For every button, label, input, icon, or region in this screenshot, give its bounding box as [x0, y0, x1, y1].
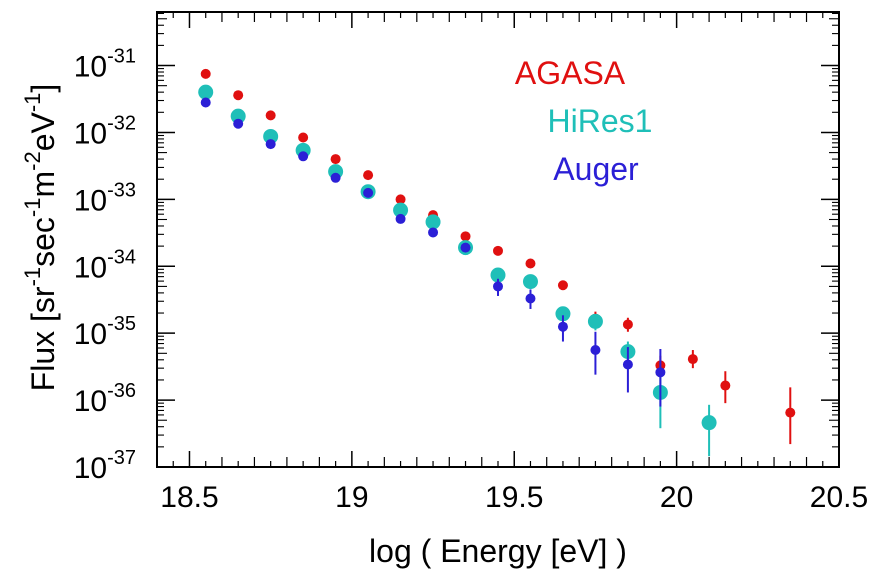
data-point-auger	[493, 281, 503, 292]
data-point-auger	[622, 359, 633, 370]
legend: AGASA HiRes1 Auger	[515, 55, 653, 187]
data-point-auger	[265, 139, 276, 150]
data-points	[198, 68, 796, 457]
data-point-hires1	[490, 267, 506, 283]
y-tick-label: 10-34	[74, 246, 136, 284]
data-point-auger	[200, 97, 211, 108]
data-point-auger	[298, 151, 309, 162]
legend-entry-hires1: HiRes1	[548, 103, 653, 139]
x-tick-label: 20.5	[810, 481, 868, 514]
x-axis-title: log ( Energy [eV] )	[369, 533, 627, 569]
axes: log ( Energy [eV] ) Flux [sr-1sec-1m-2eV-…	[20, 84, 627, 569]
y-tick-label: 10-32	[74, 112, 136, 150]
data-point-agasa	[622, 319, 633, 330]
data-point-agasa	[395, 194, 406, 205]
data-point-auger	[233, 118, 244, 129]
data-point-hires1	[555, 306, 571, 322]
data-point-agasa	[363, 170, 374, 181]
data-point-hires1	[522, 274, 538, 290]
data-point-agasa	[200, 68, 211, 79]
data-point-auger	[330, 172, 341, 183]
data-point-agasa	[233, 90, 244, 101]
data-point-auger	[428, 227, 439, 238]
data-point-auger	[460, 242, 471, 253]
data-point-agasa	[720, 380, 731, 391]
y-tick-label: 10-35	[74, 313, 136, 351]
data-point-auger	[525, 293, 536, 304]
series-auger	[200, 97, 666, 407]
legend-entry-agasa: AGASA	[515, 55, 626, 91]
x-tick-label: 18.5	[160, 481, 218, 514]
data-point-auger	[590, 345, 601, 356]
data-point-hires1	[587, 313, 603, 329]
ticks: 18.5 19 19.5 20 20.5 10-31 10-32 10-33 10-34 10-3…	[74, 12, 868, 514]
data-point-hires1	[393, 202, 409, 218]
data-point-auger	[655, 367, 666, 378]
x-tick-label: 19	[335, 481, 368, 514]
data-point-hires1	[425, 214, 441, 230]
data-point-agasa	[460, 231, 471, 242]
data-point-agasa	[265, 110, 276, 121]
series-hires1	[198, 84, 717, 457]
plot-frame	[156, 11, 840, 468]
x-tick-label: 20	[660, 481, 693, 514]
data-point-hires1	[263, 128, 279, 144]
data-point-agasa	[298, 132, 309, 143]
data-point-agasa	[330, 154, 341, 165]
data-point-auger	[363, 187, 374, 198]
y-tick-label: 10-33	[74, 179, 136, 217]
y-tick-label: 10-31	[74, 46, 136, 84]
data-point-agasa	[525, 258, 536, 269]
data-point-agasa	[493, 245, 503, 256]
data-point-hires1	[198, 84, 214, 100]
data-point-agasa	[557, 280, 568, 291]
data-point-hires1	[701, 415, 717, 431]
data-point-auger	[557, 321, 568, 332]
series-agasa	[200, 68, 796, 445]
legend-entry-auger: Auger	[553, 151, 639, 187]
data-point-agasa	[785, 407, 796, 418]
y-tick-label: 10-36	[74, 380, 136, 418]
data-point-hires1	[230, 108, 246, 124]
x-tick-label: 19.5	[485, 481, 543, 514]
y-axis-title: Flux [sr-1sec-1m-2eV-1]	[20, 84, 61, 392]
y-tick-label: 10-37	[74, 447, 136, 485]
data-point-agasa	[687, 354, 698, 365]
data-point-auger	[395, 213, 406, 224]
